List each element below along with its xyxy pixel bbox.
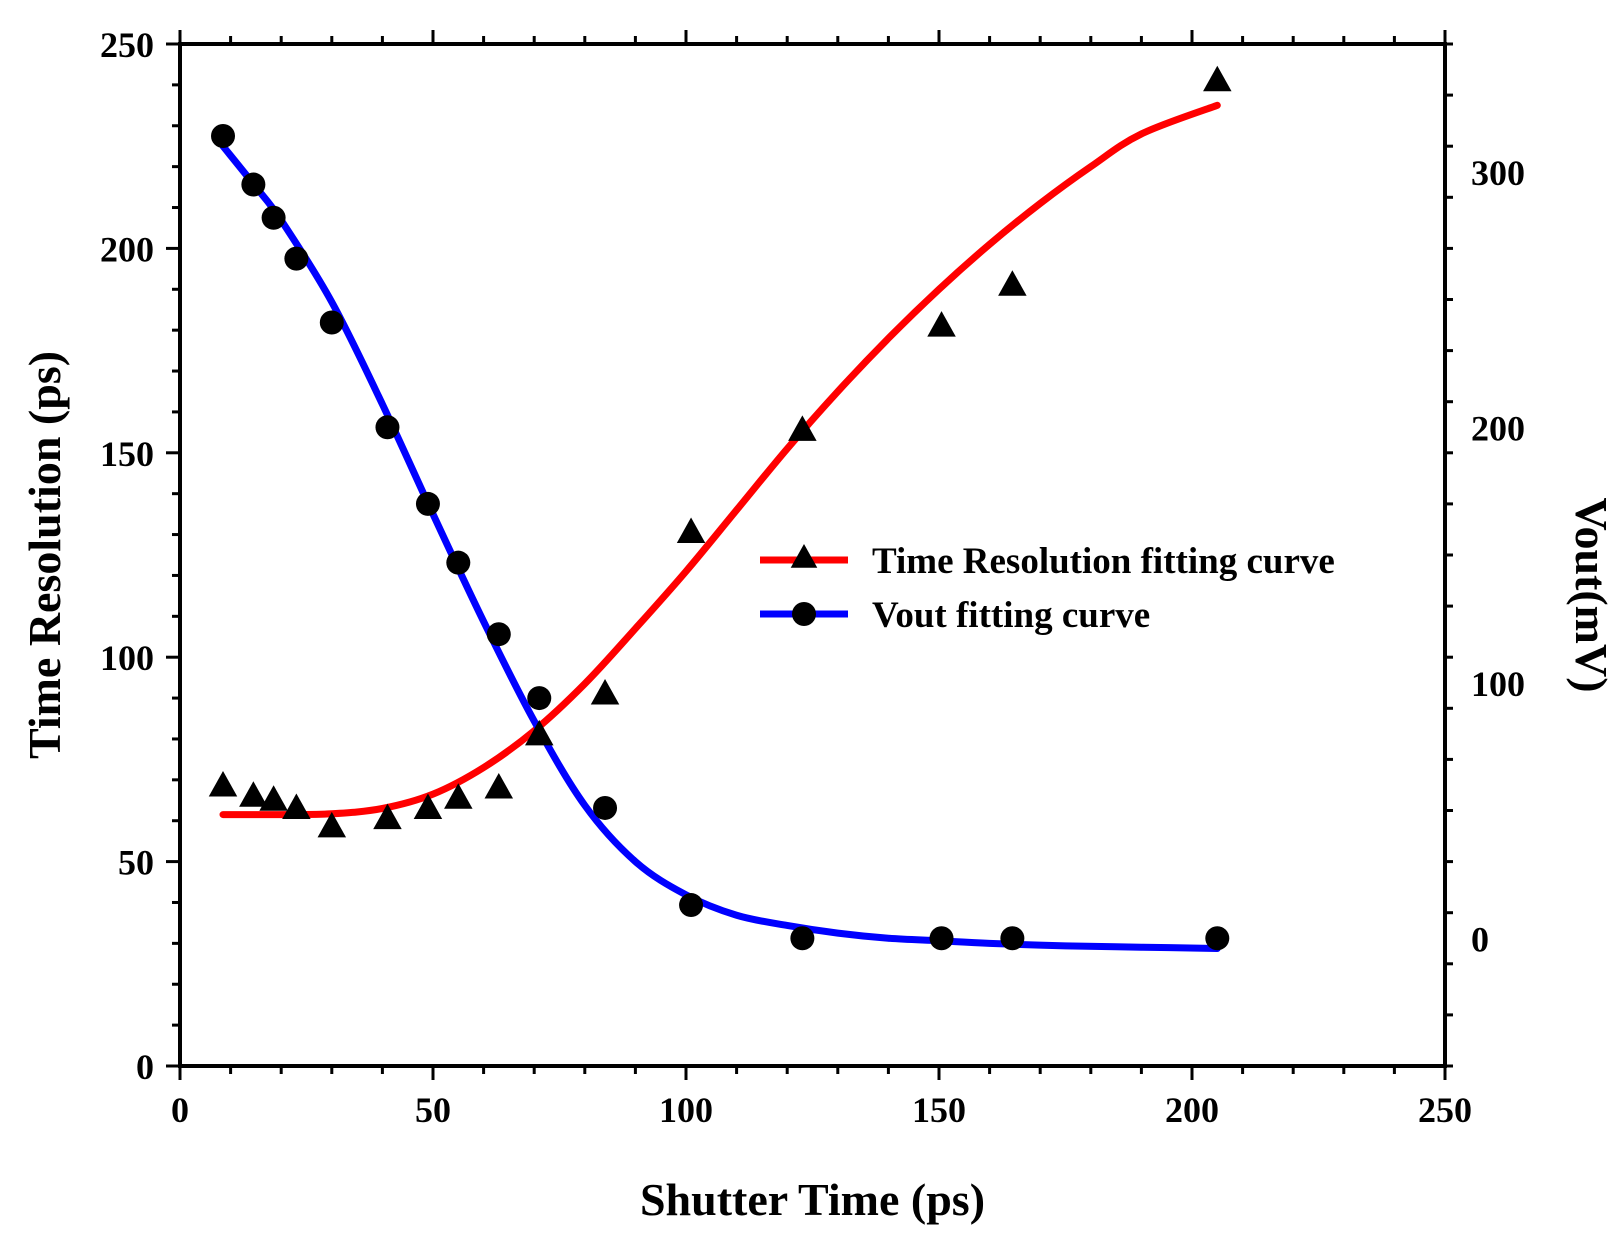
circle-point [527,686,552,711]
x-axis-title: Shutter Time (ps) [640,1174,985,1225]
circle-point [1000,926,1025,951]
circle-point [790,926,815,951]
circle-point [446,550,471,575]
legend-item-time-resolution: Time Resolution fitting curve [760,541,1335,582]
fit-line-time-resolution [219,101,1221,819]
y2-tick-label: 300 [1471,153,1525,193]
circle-point [593,795,618,820]
triangle-point [590,678,620,705]
legend-triangle-marker [790,544,818,568]
triangle-point [998,270,1027,296]
y2-tick-label: 0 [1471,919,1489,959]
circle-point [211,123,236,148]
circle-point [261,205,286,230]
legend: Time Resolution fitting curve Vout fitti… [760,541,1335,636]
fit-lines [219,101,1221,952]
y-tick-label: 200 [100,229,154,269]
circle-point [319,310,344,335]
y-tick-label: 100 [100,638,154,678]
triangle-point [208,770,238,797]
triangle-point [484,773,514,799]
y-axis-left-ticks: 0 50 100 150 200 250 [100,25,180,1087]
data-markers [208,65,1232,951]
y-tick-label: 50 [118,843,154,883]
circle-point [1205,926,1230,951]
triangle-point [1203,65,1232,92]
circle-point [929,926,954,951]
circle-point [679,893,704,918]
circle-point [241,172,266,197]
legend-label-vout: Vout fitting curve [872,595,1150,636]
y-tick-label: 250 [100,25,154,65]
x-tick-label: 50 [415,1090,451,1130]
y-tick-label: 0 [136,1047,154,1087]
triangle-point [259,785,288,811]
x-axis-ticks: 0 50 100 150 200 250 [171,30,1472,1130]
circle-point [284,246,309,271]
triangle-point [373,803,402,830]
x-tick-label: 250 [1418,1090,1472,1130]
y2-tick-label: 200 [1471,408,1525,448]
triangle-point [927,311,956,337]
triangle-point [788,415,817,441]
x-tick-label: 100 [659,1090,713,1130]
legend-label-time-resolution: Time Resolution fitting curve [872,541,1335,582]
y-axis-right-title: Vout(mV) [1566,497,1617,692]
triangle-point [317,811,347,838]
y-tick-label: 150 [100,434,154,474]
y2-tick-label: 100 [1471,664,1525,704]
legend-circle-marker [792,602,816,626]
x-tick-label: 0 [171,1090,189,1130]
triangle-point [413,793,443,819]
triangle-point [676,517,706,544]
triangle-point [282,793,311,819]
circle-point [486,622,511,647]
circle-point [415,491,440,516]
triangle-point [239,781,268,807]
y-axis-right-ticks: 0 100 200 300 [1445,42,1525,1068]
circle-point [375,415,400,440]
x-tick-label: 200 [1165,1090,1219,1130]
triangle-point [444,783,473,809]
y-axis-left-title: Time Resolution (ps) [19,351,70,759]
x-tick-label: 150 [912,1090,966,1130]
triangle-point [525,719,554,746]
legend-item-vout: Vout fitting curve [760,595,1150,636]
